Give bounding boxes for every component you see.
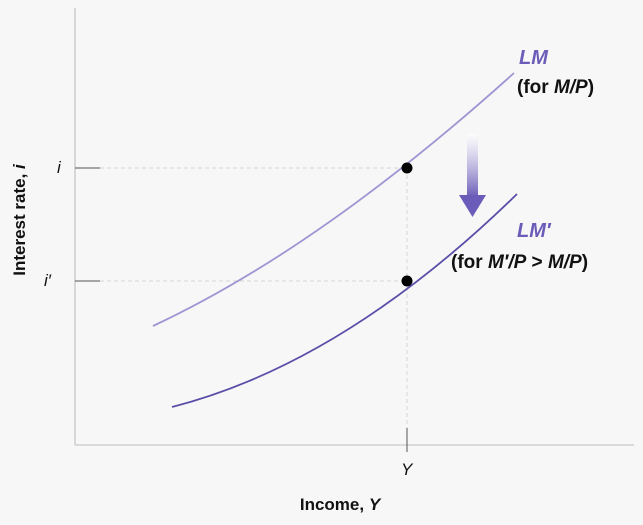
x-axis-label: Income, Y xyxy=(299,495,381,514)
y-axis-label: Interest rate, i xyxy=(10,164,29,276)
shift-arrow-head xyxy=(459,195,486,217)
x-tick-label-Y: Y xyxy=(401,460,413,479)
lm-curve xyxy=(152,72,515,327)
lm-prime-curve xyxy=(171,193,518,408)
point-lm-prime xyxy=(401,275,413,287)
lm-curve-label: LM xyxy=(519,47,548,69)
lm-curve-note: (for M/P) xyxy=(517,77,595,98)
y-tick-label-i: i xyxy=(57,158,61,177)
lm-prime-curve-note: (for M′/P > M/P) xyxy=(451,252,589,273)
shift-arrow-shaft xyxy=(467,134,478,197)
point-lm xyxy=(401,162,413,174)
y-tick-label-i-prime: i′ xyxy=(44,271,51,290)
lm-prime-curve-label: LM′ xyxy=(517,220,551,242)
